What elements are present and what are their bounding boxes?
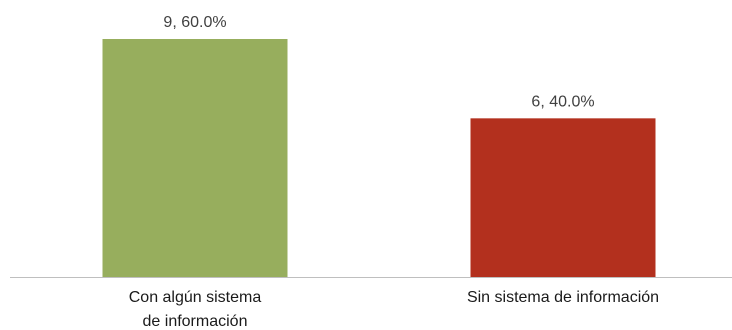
category-label-1-line-2: de información	[143, 313, 248, 330]
data-label-1: 9, 60.0%	[163, 14, 226, 31]
labels-layer: 9, 60.0% Con algún sistema de información 6…	[129, 14, 659, 330]
bar-1	[102, 39, 288, 277]
data-label-2: 6, 40.0%	[531, 93, 594, 110]
bars-layer	[102, 39, 656, 277]
category-label-2-line-1: Sin sistema de información	[467, 289, 659, 306]
category-label-1-line-1: Con algún sistema	[129, 289, 262, 306]
bar-2	[470, 118, 656, 277]
